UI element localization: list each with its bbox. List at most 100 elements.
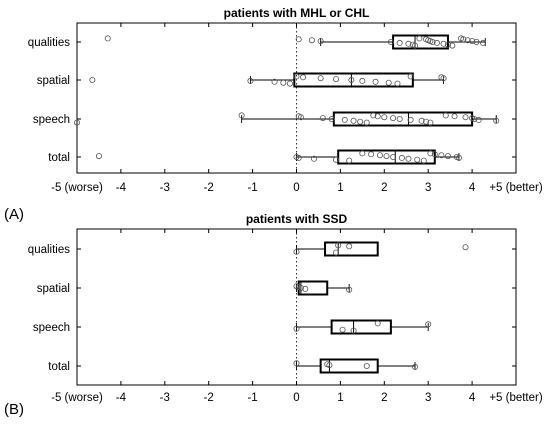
x-tick-label: -5 (worse) <box>51 182 103 194</box>
iqr-box <box>319 358 379 374</box>
data-point <box>387 39 394 46</box>
data-point <box>363 362 370 369</box>
x-tick-label: +5 (better) <box>489 392 543 404</box>
data-point <box>405 155 412 162</box>
data-point <box>293 360 300 367</box>
data-point <box>333 156 340 163</box>
data-point <box>460 36 467 43</box>
data-point <box>359 77 366 84</box>
x-tick-label: -1 <box>247 392 257 404</box>
data-point <box>493 117 500 124</box>
data-point <box>297 284 304 291</box>
data-point <box>440 40 447 47</box>
data-point <box>462 244 469 251</box>
x-tick-label: 0 <box>293 392 299 404</box>
x-tick-label: 3 <box>425 392 431 404</box>
data-point <box>398 154 405 161</box>
data-point <box>308 37 315 44</box>
data-point <box>372 78 379 85</box>
category-label: total <box>48 152 70 164</box>
data-point <box>381 114 388 121</box>
data-point <box>444 153 451 160</box>
data-point <box>464 37 471 44</box>
data-point <box>438 152 445 159</box>
data-point <box>104 35 111 42</box>
data-point <box>346 157 353 164</box>
data-point <box>449 42 456 49</box>
x-tick-label: -3 <box>160 182 170 194</box>
data-point <box>405 40 412 47</box>
data-point <box>374 320 381 327</box>
category-label: spatial <box>37 75 70 87</box>
data-point <box>333 249 340 256</box>
data-point <box>390 115 397 122</box>
data-point <box>346 243 353 250</box>
x-tick-label: 1 <box>337 392 343 404</box>
data-point <box>271 78 278 85</box>
x-tick-label: -5 (worse) <box>51 392 103 404</box>
data-point <box>374 113 381 120</box>
iqr-box <box>330 319 392 335</box>
data-point <box>407 73 414 80</box>
data-point <box>348 77 355 84</box>
x-tick-label: 2 <box>381 392 387 404</box>
data-point <box>427 150 434 157</box>
data-point <box>346 286 353 293</box>
data-point <box>341 116 348 123</box>
data-point <box>475 116 482 123</box>
x-tick-label: 4 <box>469 392 476 404</box>
panel-a: patients with MHL or CHL -5 (worse) -4 -3 -2… <box>28 6 543 194</box>
data-point <box>300 74 307 81</box>
x-tick-label: -1 <box>247 182 257 194</box>
panel-a-label: (A) <box>4 206 24 223</box>
data-point <box>293 73 300 80</box>
data-point <box>333 76 340 83</box>
data-point <box>350 117 357 124</box>
x-tick-label: -4 <box>116 182 127 194</box>
category-label: spatial <box>37 283 70 295</box>
data-point <box>368 151 375 158</box>
x-tick-label: +5 (better) <box>489 182 543 194</box>
data-point <box>420 157 427 164</box>
data-point <box>431 151 438 158</box>
data-point <box>95 153 102 160</box>
data-point <box>462 114 469 121</box>
data-point <box>444 41 451 48</box>
data-point <box>363 119 370 126</box>
category-label: speech <box>33 114 70 126</box>
data-point <box>319 115 326 122</box>
data-point <box>311 155 318 162</box>
category-label: total <box>48 361 70 373</box>
data-point <box>442 112 449 119</box>
data-point <box>390 153 397 160</box>
data-point <box>433 39 440 46</box>
data-point <box>469 38 476 45</box>
data-point <box>89 77 96 84</box>
data-point <box>286 80 293 87</box>
data-point <box>359 150 366 157</box>
data-point <box>480 39 487 46</box>
data-point <box>335 242 342 249</box>
iqr-box <box>324 241 379 257</box>
data-point <box>383 153 390 160</box>
data-point <box>412 42 419 49</box>
data-point <box>317 75 324 82</box>
data-point <box>339 326 346 333</box>
data-point <box>440 75 447 82</box>
data-point <box>293 248 300 255</box>
x-tick-label: 0 <box>293 182 299 194</box>
data-point <box>326 362 333 369</box>
data-point <box>247 77 254 84</box>
data-point <box>455 154 462 161</box>
data-point <box>407 116 414 123</box>
iqr-box <box>337 149 436 165</box>
data-point <box>473 39 480 46</box>
chart-title: patients with MHL or CHL <box>224 6 370 20</box>
x-tick-label: -2 <box>204 182 214 194</box>
x-tick-label: -4 <box>116 392 127 404</box>
data-point <box>357 118 364 125</box>
data-point <box>295 36 302 43</box>
data-point <box>74 119 81 126</box>
chart-title: patients with SSD <box>246 212 348 226</box>
data-point <box>412 363 419 370</box>
